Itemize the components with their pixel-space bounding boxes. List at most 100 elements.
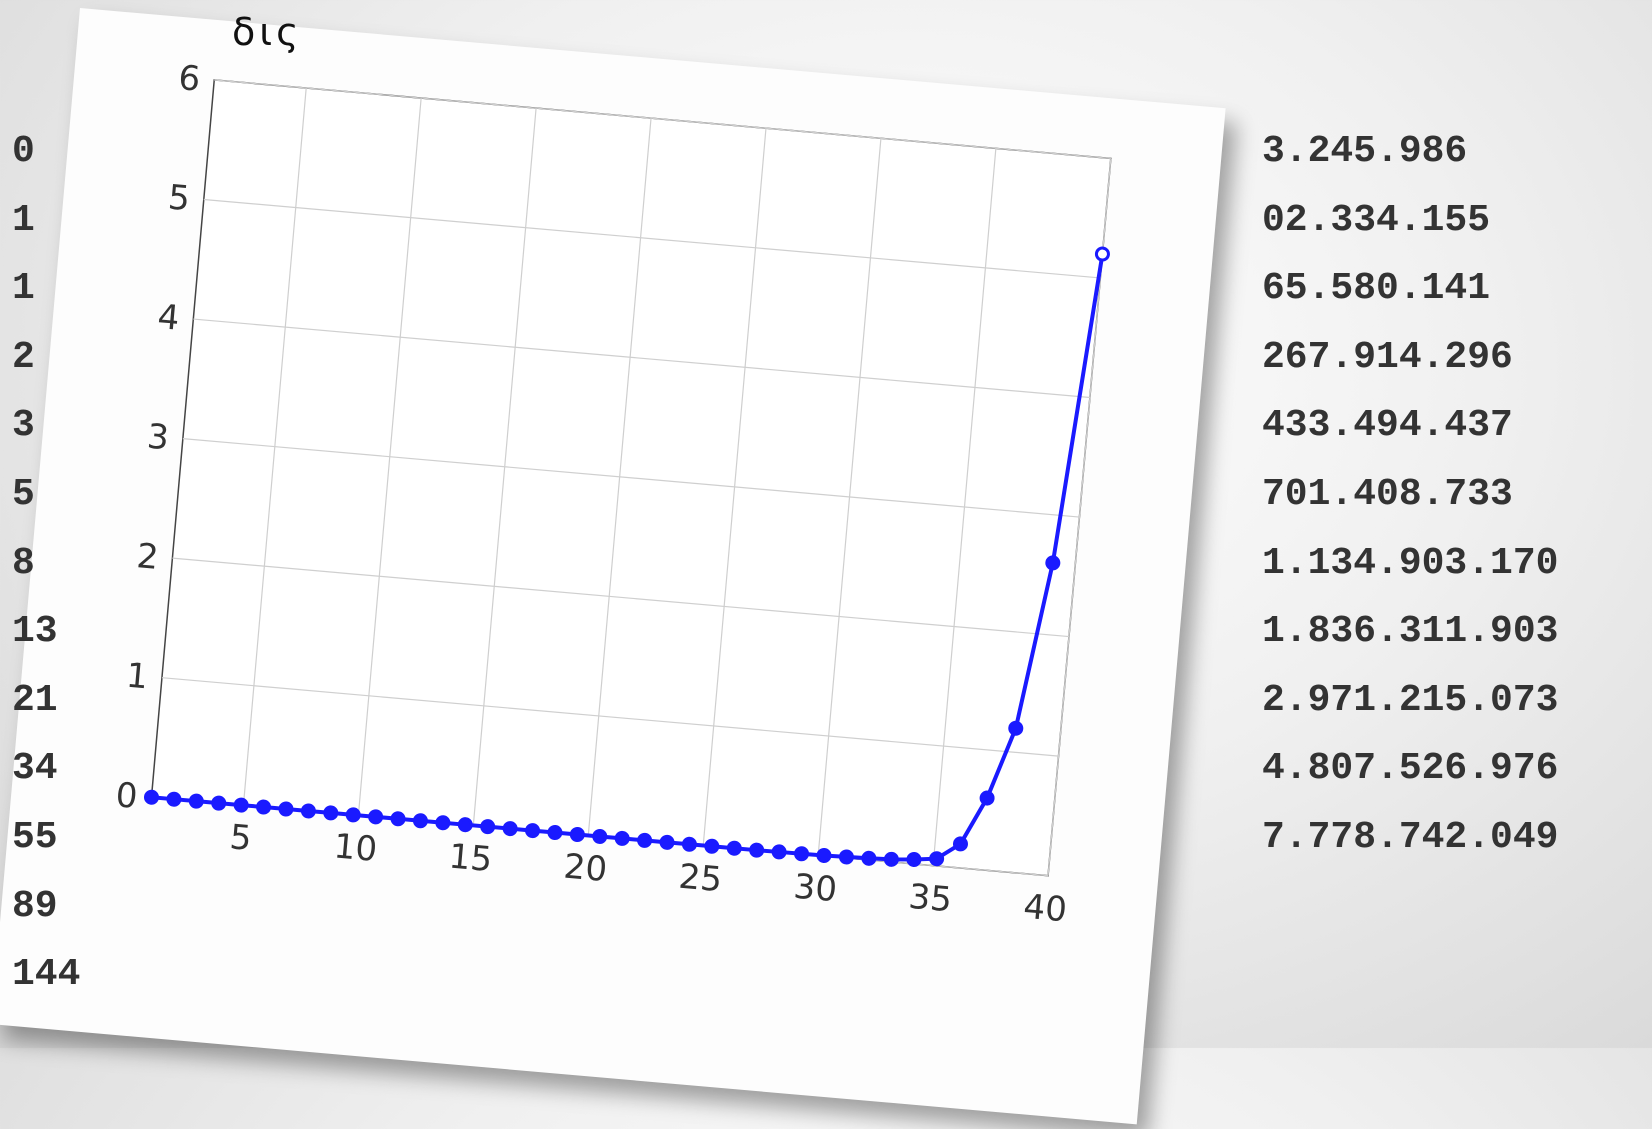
data-point	[211, 795, 227, 811]
data-point	[412, 813, 428, 829]
data-point	[525, 823, 541, 839]
data-point	[1008, 720, 1024, 736]
y-tick-label: 3	[146, 417, 171, 459]
data-point	[906, 851, 922, 867]
left-number-9: 34	[12, 747, 58, 791]
right-number-4: 433.494.437	[1262, 404, 1513, 448]
y-tick-label: 5	[166, 177, 191, 219]
data-point	[502, 821, 518, 837]
data-point	[614, 830, 630, 846]
x-tick-label: 30	[792, 867, 839, 911]
left-number-1: 1	[12, 198, 35, 242]
data-point	[838, 849, 854, 865]
data-point	[637, 832, 653, 848]
right-number-9: 4.807.526.976	[1262, 747, 1559, 791]
x-tick-label: 40	[1022, 887, 1069, 931]
x-tick-label: 15	[447, 836, 494, 880]
left-number-10: 55	[12, 815, 58, 859]
right-number-3: 267.914.296	[1262, 335, 1513, 379]
data-point	[300, 803, 316, 819]
y-gridline	[161, 677, 1059, 757]
fibonacci-left-column: 0 1 1 2 3 5 8 13 21 34 55 89 144	[12, 118, 80, 1010]
y-gridline	[182, 438, 1080, 518]
x-gridline	[587, 118, 652, 836]
y-gridline	[172, 557, 1070, 638]
line-chart: 0 1 2 3 4 5 6 5 10 15 20 25 30 35 40	[114, 58, 1112, 931]
data-point	[749, 842, 765, 858]
left-number-4: 3	[12, 404, 35, 448]
data-point	[1045, 555, 1061, 571]
x-gridline	[472, 108, 537, 826]
data-point	[143, 789, 159, 805]
data-point	[435, 815, 451, 831]
fibonacci-right-column: 3.245.986 02.334.155 65.580.141 267.914.296…	[1262, 118, 1558, 873]
y-tick-label: 2	[135, 536, 160, 578]
data-point	[979, 790, 995, 806]
right-column-clip: 3.245.986 02.334.155 65.580.141 267.914.296…	[1242, 0, 1652, 1048]
plot-area: 0 1 2 3 4 5 6 5 10 15 20 25 30 35 40	[114, 57, 1112, 931]
y-tick-label: 4	[156, 297, 181, 339]
x-gridline	[817, 138, 882, 856]
data-point	[952, 836, 968, 852]
left-number-0: 0	[12, 130, 35, 173]
right-number-0: 3.245.986	[1262, 130, 1468, 173]
chart-title: δις	[232, 10, 303, 54]
left-number-2: 1	[12, 267, 35, 311]
right-number-1: 02.334.155	[1262, 198, 1491, 242]
data-point	[547, 825, 563, 841]
data-point	[929, 851, 945, 867]
data-point	[457, 817, 473, 833]
left-number-5: 5	[12, 472, 35, 516]
left-number-6: 8	[12, 541, 35, 585]
x-gridline	[932, 148, 997, 866]
data-point	[794, 846, 810, 862]
right-number-5: 701.408.733	[1262, 472, 1513, 516]
y-tick-label: 6	[177, 58, 202, 100]
left-number-8: 21	[12, 678, 58, 722]
data-point	[323, 805, 339, 821]
data-point	[256, 799, 272, 815]
data-point	[726, 840, 742, 856]
left-number-11: 89	[12, 884, 58, 928]
left-number-3: 2	[12, 335, 35, 379]
chart-card: 0 1 2 3 4 5 6 5 10 15 20 25 30 35 40	[0, 8, 1226, 1125]
data-point	[861, 850, 877, 866]
x-tick-label: 25	[677, 857, 724, 901]
y-gridline	[193, 318, 1090, 399]
data-point	[592, 828, 608, 844]
x-tick-label: 35	[907, 877, 954, 921]
data-point	[1094, 246, 1110, 262]
data-point	[480, 819, 496, 835]
right-number-8: 2.971.215.073	[1262, 678, 1559, 722]
left-number-12: 144	[12, 953, 81, 997]
data-point	[166, 791, 182, 807]
data-point	[278, 801, 294, 817]
x-tick-label: 10	[332, 826, 379, 870]
left-number-7: 13	[12, 610, 58, 654]
y-gridline	[214, 79, 1111, 160]
x-gridline	[242, 87, 307, 806]
data-point	[883, 851, 899, 867]
data-point	[569, 826, 585, 842]
x-tick-label: 20	[562, 847, 609, 891]
data-point	[816, 847, 832, 863]
y-tick-label: 0	[114, 775, 139, 817]
y-tick-label: 1	[125, 656, 150, 698]
data-point	[771, 844, 787, 860]
data-point	[704, 838, 720, 854]
right-number-6: 1.134.903.170	[1262, 541, 1559, 585]
right-number-7: 1.836.311.903	[1262, 610, 1559, 654]
data-point	[659, 834, 675, 850]
x-tick-label: 5	[228, 817, 253, 859]
x-gridline	[702, 128, 767, 846]
data-point	[188, 793, 204, 809]
right-number-2: 65.580.141	[1262, 267, 1491, 311]
y-gridline	[203, 198, 1101, 279]
data-point	[345, 807, 361, 823]
data-point	[368, 809, 384, 825]
data-point	[681, 836, 697, 852]
x-gridline	[357, 98, 422, 816]
data-point	[390, 811, 406, 827]
right-number-10: 7.778.742.049	[1262, 815, 1559, 859]
data-point	[233, 797, 249, 813]
